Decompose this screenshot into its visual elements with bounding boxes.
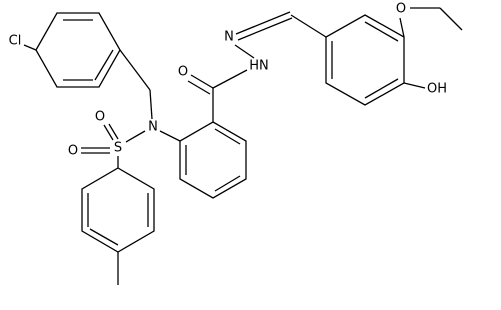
atom-label: O — [396, 2, 406, 17]
bond — [108, 123, 119, 140]
bond — [23, 44, 37, 51]
double-bond — [187, 80, 211, 95]
double-bond — [364, 78, 399, 99]
double-bond — [89, 228, 119, 246]
atom-label: N — [148, 120, 158, 135]
atom-label: O — [178, 65, 188, 80]
bonds — [23, 7, 463, 285]
double-bond — [364, 21, 399, 42]
bond — [403, 82, 426, 89]
double-bond — [237, 17, 293, 41]
central-ring — [179, 121, 247, 199]
atom-label: O — [95, 110, 105, 125]
bond — [234, 44, 255, 59]
bond — [149, 89, 153, 120]
double-bond — [214, 175, 241, 192]
phenol-ring — [325, 14, 405, 106]
bond — [103, 124, 114, 141]
atom-label: HN — [249, 59, 269, 74]
double-bond — [94, 49, 114, 81]
bond — [439, 7, 463, 31]
bond — [399, 17, 405, 38]
double-bond — [235, 11, 291, 35]
bond — [159, 130, 181, 142]
atom-label: O — [68, 144, 78, 159]
double-bond — [190, 74, 214, 89]
tolyl-ring — [81, 167, 155, 253]
chlorophenyl-ring — [35, 12, 121, 88]
bond — [290, 14, 327, 38]
bond — [125, 130, 146, 143]
atom-label: Cl — [9, 34, 22, 49]
bond — [212, 69, 248, 89]
atom-label: OH — [427, 82, 447, 97]
bond — [119, 49, 151, 91]
double-bond — [214, 128, 241, 145]
atom-label: S — [114, 141, 122, 156]
atom-label: N — [224, 30, 234, 45]
